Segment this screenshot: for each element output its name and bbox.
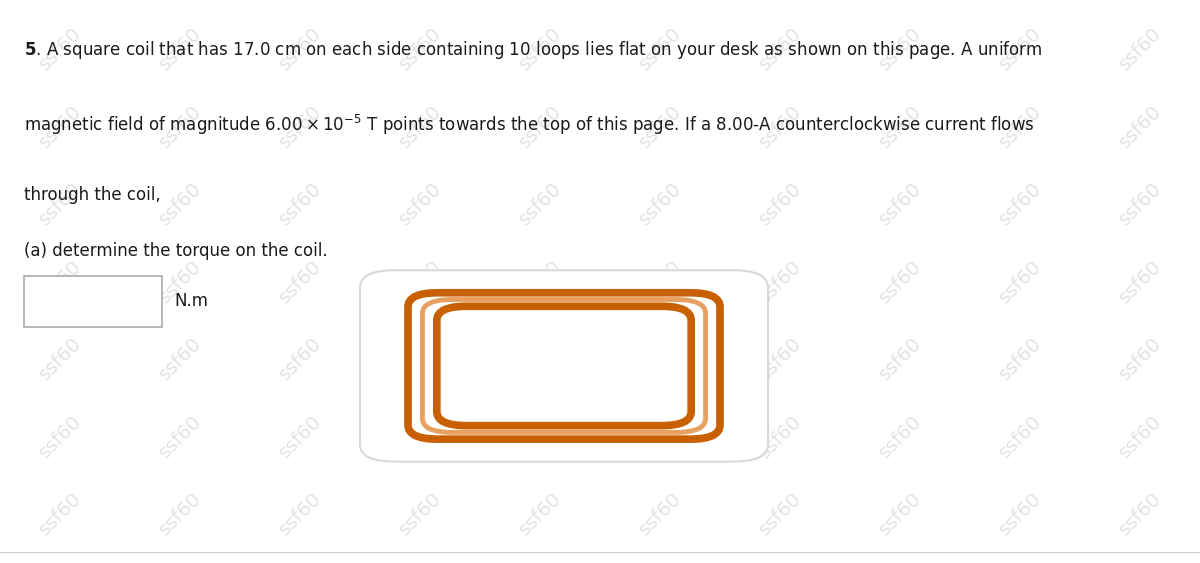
Text: ssf60: ssf60 <box>155 101 205 152</box>
Text: ssf60: ssf60 <box>35 334 85 384</box>
Text: ssf60: ssf60 <box>995 101 1045 152</box>
Text: ssf60: ssf60 <box>155 179 205 229</box>
Text: ssf60: ssf60 <box>155 489 205 539</box>
Text: ssf60: ssf60 <box>1115 101 1165 152</box>
Text: ssf60: ssf60 <box>275 101 325 152</box>
Text: through the coil,: through the coil, <box>24 186 161 204</box>
Text: ssf60: ssf60 <box>755 101 805 152</box>
Text: ssf60: ssf60 <box>1115 411 1165 462</box>
Text: ssf60: ssf60 <box>875 101 925 152</box>
Text: ssf60: ssf60 <box>1115 179 1165 229</box>
Text: ssf60: ssf60 <box>755 24 805 74</box>
Text: ssf60: ssf60 <box>35 256 85 307</box>
Text: $\mathbf{5}$. A square coil that has 17.0 cm on each side containing 10 loops li: $\mathbf{5}$. A square coil that has 17.… <box>24 39 1043 61</box>
Text: ssf60: ssf60 <box>755 489 805 539</box>
Text: ssf60: ssf60 <box>755 179 805 229</box>
Text: ssf60: ssf60 <box>755 334 805 384</box>
Text: ssf60: ssf60 <box>875 334 925 384</box>
Text: ssf60: ssf60 <box>875 24 925 74</box>
Text: ssf60: ssf60 <box>995 411 1045 462</box>
Text: ssf60: ssf60 <box>1115 24 1165 74</box>
Text: ssf60: ssf60 <box>395 24 445 74</box>
Text: ssf60: ssf60 <box>275 256 325 307</box>
Text: ssf60: ssf60 <box>1115 489 1165 539</box>
Text: ssf60: ssf60 <box>155 24 205 74</box>
Text: ssf60: ssf60 <box>395 256 445 307</box>
FancyBboxPatch shape <box>24 276 162 327</box>
Text: ssf60: ssf60 <box>35 179 85 229</box>
Text: ssf60: ssf60 <box>635 411 685 462</box>
Text: ssf60: ssf60 <box>995 334 1045 384</box>
Text: ssf60: ssf60 <box>275 411 325 462</box>
Text: ssf60: ssf60 <box>395 179 445 229</box>
FancyBboxPatch shape <box>360 270 768 462</box>
Text: ssf60: ssf60 <box>1115 256 1165 307</box>
Text: ssf60: ssf60 <box>875 411 925 462</box>
Text: ssf60: ssf60 <box>995 489 1045 539</box>
Text: ssf60: ssf60 <box>515 24 565 74</box>
Text: ssf60: ssf60 <box>275 24 325 74</box>
Text: ssf60: ssf60 <box>995 256 1045 307</box>
Text: ssf60: ssf60 <box>635 256 685 307</box>
Text: ssf60: ssf60 <box>35 489 85 539</box>
Text: ssf60: ssf60 <box>515 101 565 152</box>
Text: ssf60: ssf60 <box>755 411 805 462</box>
Text: N.m: N.m <box>174 292 208 310</box>
Text: ssf60: ssf60 <box>755 256 805 307</box>
Text: ssf60: ssf60 <box>35 24 85 74</box>
Text: ssf60: ssf60 <box>995 24 1045 74</box>
Text: ssf60: ssf60 <box>995 179 1045 229</box>
Text: ssf60: ssf60 <box>515 489 565 539</box>
Text: ssf60: ssf60 <box>875 179 925 229</box>
Text: ssf60: ssf60 <box>275 334 325 384</box>
Text: ssf60: ssf60 <box>395 101 445 152</box>
Text: ssf60: ssf60 <box>155 411 205 462</box>
Text: ssf60: ssf60 <box>35 411 85 462</box>
Text: ssf60: ssf60 <box>275 489 325 539</box>
Text: ssf60: ssf60 <box>395 334 445 384</box>
Text: ssf60: ssf60 <box>515 256 565 307</box>
Text: ssf60: ssf60 <box>275 179 325 229</box>
Text: ssf60: ssf60 <box>395 489 445 539</box>
Text: ssf60: ssf60 <box>635 489 685 539</box>
Text: ssf60: ssf60 <box>635 24 685 74</box>
Text: magnetic field of magnitude $6.00 \times 10^{-5}$ T points towards the top of th: magnetic field of magnitude $6.00 \times… <box>24 113 1034 137</box>
Text: ssf60: ssf60 <box>515 411 565 462</box>
Text: ssf60: ssf60 <box>635 179 685 229</box>
Text: ssf60: ssf60 <box>395 411 445 462</box>
Text: ssf60: ssf60 <box>515 179 565 229</box>
Text: ssf60: ssf60 <box>155 256 205 307</box>
Text: ssf60: ssf60 <box>515 334 565 384</box>
Text: ssf60: ssf60 <box>35 101 85 152</box>
Text: ssf60: ssf60 <box>635 101 685 152</box>
Text: ssf60: ssf60 <box>875 489 925 539</box>
Text: ssf60: ssf60 <box>1115 334 1165 384</box>
Text: (a) determine the torque on the coil.: (a) determine the torque on the coil. <box>24 242 328 260</box>
Text: ssf60: ssf60 <box>875 256 925 307</box>
Text: ssf60: ssf60 <box>155 334 205 384</box>
Text: ssf60: ssf60 <box>635 334 685 384</box>
